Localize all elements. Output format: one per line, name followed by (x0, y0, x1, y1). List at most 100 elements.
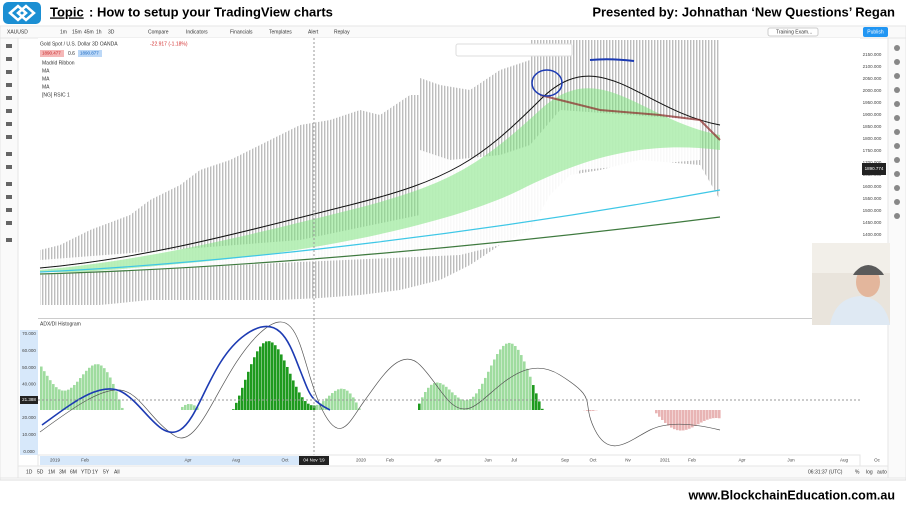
indicator-label[interactable]: Madrid Ribbon (42, 60, 75, 66)
hist-bar (673, 410, 676, 429)
indicator-label[interactable]: MA (42, 76, 50, 82)
range-button[interactable]: 1M (48, 469, 55, 475)
hist-bar (592, 410, 595, 411)
indicator-label[interactable]: MA (42, 68, 50, 74)
ask: 1890.877 (80, 51, 99, 56)
hist-bar (433, 383, 436, 410)
scale-option[interactable]: auto (877, 469, 887, 475)
hist-bar (535, 393, 538, 410)
hist-bar (664, 410, 667, 423)
interval[interactable]: 1h (96, 29, 102, 35)
hist-bar (238, 396, 241, 410)
hist-bar (718, 410, 721, 418)
range-button[interactable]: 5Y (103, 469, 110, 475)
hist-bar (700, 410, 703, 423)
hist-bar (451, 392, 454, 410)
lower-title: ADX/DI Histogram (40, 321, 81, 327)
symbol[interactable]: XAUUSD (7, 29, 28, 35)
interval[interactable]: 45m (84, 29, 94, 35)
hist-bar (352, 397, 355, 410)
hist-bar (496, 354, 499, 410)
toolbar-button[interactable]: Compare (148, 29, 169, 35)
hist-bar (349, 393, 352, 410)
interval[interactable]: 3D (108, 29, 115, 35)
layout-name[interactable]: Training Exam... (776, 29, 812, 35)
range-button[interactable]: All (114, 469, 120, 475)
hist-bar (328, 396, 331, 410)
time-label: Aug (232, 458, 241, 463)
hist-bar (310, 405, 313, 410)
hist-bar (490, 365, 493, 410)
toolbar-button[interactable]: Alert (308, 29, 319, 35)
time-label: 2020 (356, 458, 367, 463)
hist-bar (184, 405, 187, 410)
hist-bar (82, 374, 85, 410)
hist-bar (40, 367, 43, 410)
hist-bar (49, 380, 52, 410)
price-label: 1500.000 (863, 208, 882, 213)
hist-bar (301, 397, 304, 410)
bid: 1890.477 (42, 51, 61, 56)
hist-bar (52, 384, 55, 410)
hist-bar (277, 349, 280, 410)
hist-bar (43, 371, 46, 410)
toolbar-button[interactable]: Indicators (186, 29, 208, 35)
scale-option[interactable]: log (866, 469, 873, 475)
hist-bar (487, 372, 490, 410)
left-toolbar (0, 38, 18, 478)
presenter: Presented by: Johnathan ‘New Questions’ … (592, 4, 895, 19)
interval[interactable]: 15m (72, 29, 82, 35)
time-label: Oct (589, 458, 597, 463)
hist-bar (658, 410, 661, 417)
hist-bar (523, 361, 526, 410)
hist-bar (316, 405, 319, 410)
instrument: Gold Spot / U.S. Dollar 3D OANDA (40, 41, 118, 47)
topic-text: : How to setup your TradingView charts (89, 4, 333, 19)
hist-bar (667, 410, 670, 426)
publish-label[interactable]: Publish (867, 29, 884, 35)
change: -22.917 (-1.18%) (150, 41, 188, 47)
interval[interactable]: 1m (60, 29, 67, 35)
scale-option[interactable]: % (855, 469, 860, 475)
time-label: Oct (281, 458, 289, 463)
hist-bar (190, 404, 193, 410)
hist-bar (292, 380, 295, 410)
hist-bar (256, 351, 259, 410)
hist-bar (55, 387, 58, 410)
hist-bar (100, 366, 103, 410)
range-button[interactable]: 1Y (92, 469, 99, 475)
time-label: Apr (184, 458, 192, 463)
hist-bar (499, 349, 502, 410)
range-button[interactable]: 1D (26, 469, 33, 475)
range-button[interactable]: 5D (37, 469, 44, 475)
indicator-label[interactable]: [NG] RSIC 1 (42, 92, 70, 98)
drawing-toolbar[interactable] (456, 44, 572, 56)
price-label: 1600.000 (863, 184, 882, 189)
hist-bar (70, 388, 73, 410)
range-button[interactable]: 3M (59, 469, 66, 475)
indicator-label[interactable]: MA (42, 84, 50, 90)
hist-bar (694, 410, 697, 426)
range-button[interactable]: YTD (81, 469, 91, 475)
hist-bar (253, 357, 256, 410)
hist-bar (79, 378, 82, 410)
hist-bar (283, 360, 286, 410)
hist-bar (307, 404, 310, 410)
hist-bar (118, 399, 121, 410)
hist-bar (85, 371, 88, 410)
hist-bar (670, 410, 673, 428)
hist-bar (331, 393, 334, 410)
hist-bar (463, 400, 466, 410)
hist-bar (250, 364, 253, 410)
spread: 0.6 (68, 51, 75, 57)
hist-bar (187, 404, 190, 410)
range-button[interactable]: 6M (70, 469, 77, 475)
toolbar-button[interactable]: Replay (334, 29, 350, 35)
toolbar-button[interactable]: Templates (269, 29, 292, 35)
price-label: 1750.000 (863, 148, 882, 153)
hist-bar (424, 392, 427, 410)
toolbar-button[interactable]: Financials (230, 29, 253, 35)
hist-bar (418, 404, 421, 410)
hist-bar (109, 377, 112, 410)
hist-bar (685, 410, 688, 430)
